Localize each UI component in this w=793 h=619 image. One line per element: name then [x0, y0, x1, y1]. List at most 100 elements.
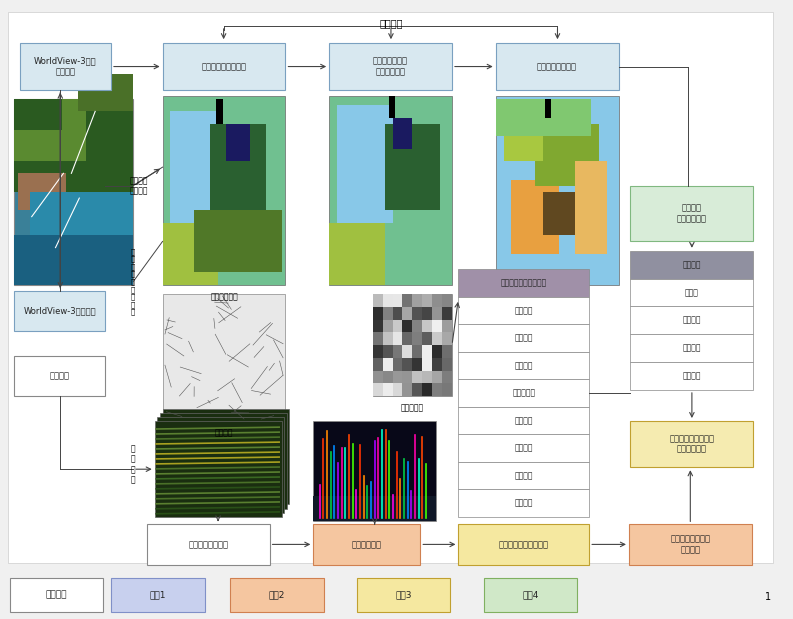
Text: 数据输入: 数据输入: [45, 590, 67, 599]
FancyBboxPatch shape: [442, 332, 452, 345]
FancyBboxPatch shape: [14, 235, 133, 285]
FancyBboxPatch shape: [458, 352, 589, 379]
FancyBboxPatch shape: [382, 307, 393, 319]
FancyBboxPatch shape: [373, 294, 452, 396]
FancyBboxPatch shape: [329, 43, 452, 90]
Text: 植被群落类型特征
参数归纳: 植被群落类型特征 参数归纳: [670, 535, 711, 554]
FancyBboxPatch shape: [511, 180, 559, 254]
FancyBboxPatch shape: [535, 124, 599, 186]
FancyBboxPatch shape: [496, 96, 619, 285]
Text: 植被类型空间分布: 植被类型空间分布: [537, 62, 577, 71]
FancyBboxPatch shape: [226, 124, 250, 161]
FancyBboxPatch shape: [412, 294, 422, 307]
Text: 树冠体积: 树冠体积: [515, 499, 533, 508]
FancyBboxPatch shape: [373, 319, 382, 332]
FancyBboxPatch shape: [373, 371, 382, 383]
FancyBboxPatch shape: [18, 173, 66, 210]
FancyBboxPatch shape: [402, 307, 412, 319]
FancyBboxPatch shape: [20, 43, 111, 90]
FancyBboxPatch shape: [484, 578, 577, 612]
Text: 植被类型和空间提取: 植被类型和空间提取: [201, 62, 247, 71]
FancyBboxPatch shape: [412, 371, 422, 383]
FancyBboxPatch shape: [382, 319, 393, 332]
FancyBboxPatch shape: [432, 332, 442, 345]
Text: 植株位置: 植株位置: [515, 361, 533, 370]
FancyBboxPatch shape: [373, 345, 382, 358]
FancyBboxPatch shape: [458, 524, 589, 565]
FancyBboxPatch shape: [458, 435, 589, 462]
Text: 激光雷达样方数据: 激光雷达样方数据: [188, 540, 228, 549]
Text: 植株数量: 植株数量: [515, 334, 533, 342]
FancyBboxPatch shape: [458, 297, 589, 324]
FancyBboxPatch shape: [432, 371, 442, 383]
FancyBboxPatch shape: [442, 358, 452, 371]
FancyBboxPatch shape: [46, 204, 117, 254]
FancyBboxPatch shape: [163, 43, 285, 90]
FancyBboxPatch shape: [543, 192, 575, 235]
Text: 空气净化: 空气净化: [683, 344, 701, 353]
FancyBboxPatch shape: [442, 371, 452, 383]
FancyBboxPatch shape: [442, 383, 452, 396]
Text: 单木树高: 单木树高: [515, 444, 533, 452]
FancyBboxPatch shape: [402, 332, 412, 345]
FancyBboxPatch shape: [157, 417, 284, 513]
FancyBboxPatch shape: [313, 496, 436, 521]
FancyBboxPatch shape: [382, 294, 393, 307]
FancyBboxPatch shape: [163, 223, 218, 285]
Text: 边界分割: 边界分割: [215, 428, 233, 438]
FancyBboxPatch shape: [382, 332, 393, 345]
FancyBboxPatch shape: [412, 383, 422, 396]
FancyBboxPatch shape: [385, 124, 440, 210]
Text: 气候调节: 气候调节: [683, 316, 701, 325]
FancyBboxPatch shape: [194, 210, 282, 272]
FancyBboxPatch shape: [442, 294, 452, 307]
Text: 步骤3: 步骤3: [396, 590, 412, 599]
Text: 树冠面积: 树冠面积: [515, 471, 533, 480]
FancyBboxPatch shape: [393, 319, 402, 332]
FancyBboxPatch shape: [496, 99, 591, 136]
FancyBboxPatch shape: [422, 358, 432, 371]
FancyBboxPatch shape: [458, 462, 589, 490]
FancyBboxPatch shape: [111, 578, 205, 612]
FancyBboxPatch shape: [373, 358, 382, 371]
Text: 叶面积指数: 叶面积指数: [512, 389, 535, 397]
FancyBboxPatch shape: [458, 379, 589, 407]
FancyBboxPatch shape: [382, 383, 393, 396]
FancyBboxPatch shape: [458, 407, 589, 435]
FancyBboxPatch shape: [630, 306, 753, 334]
FancyBboxPatch shape: [313, 421, 436, 521]
Text: 二次分类: 二次分类: [379, 18, 403, 28]
FancyBboxPatch shape: [422, 307, 432, 319]
Text: 植被群落样方特征参数: 植被群落样方特征参数: [500, 279, 547, 287]
FancyBboxPatch shape: [432, 345, 442, 358]
FancyBboxPatch shape: [630, 334, 753, 362]
FancyBboxPatch shape: [432, 307, 442, 319]
Text: 雨洪调蓄: 雨洪调蓄: [683, 371, 701, 381]
FancyBboxPatch shape: [313, 524, 420, 565]
FancyBboxPatch shape: [373, 294, 382, 307]
FancyBboxPatch shape: [630, 251, 753, 279]
FancyBboxPatch shape: [8, 12, 773, 563]
FancyBboxPatch shape: [496, 43, 619, 90]
FancyBboxPatch shape: [78, 74, 133, 111]
Text: 单木胸径: 单木胸径: [515, 416, 533, 425]
FancyBboxPatch shape: [14, 99, 133, 192]
FancyBboxPatch shape: [432, 319, 442, 332]
FancyBboxPatch shape: [163, 409, 289, 504]
FancyBboxPatch shape: [458, 269, 589, 297]
FancyBboxPatch shape: [402, 358, 412, 371]
Text: 群落面积: 群落面积: [515, 306, 533, 315]
FancyBboxPatch shape: [422, 319, 432, 332]
FancyBboxPatch shape: [432, 358, 442, 371]
FancyBboxPatch shape: [210, 124, 266, 210]
FancyBboxPatch shape: [337, 105, 393, 223]
FancyBboxPatch shape: [14, 291, 105, 331]
Text: 叶面积指数: 叶面积指数: [400, 404, 424, 413]
FancyBboxPatch shape: [402, 345, 412, 358]
Text: WorldView-3影像
波段合成: WorldView-3影像 波段合成: [34, 57, 97, 76]
FancyBboxPatch shape: [412, 307, 422, 319]
FancyBboxPatch shape: [393, 345, 402, 358]
FancyBboxPatch shape: [163, 294, 285, 421]
FancyBboxPatch shape: [630, 186, 753, 241]
FancyBboxPatch shape: [629, 524, 752, 565]
